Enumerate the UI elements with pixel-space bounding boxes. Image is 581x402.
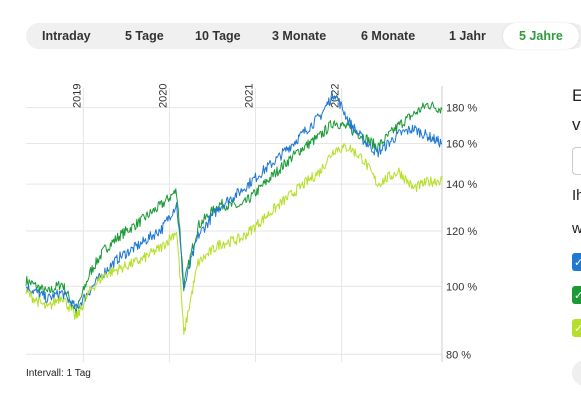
- series-line-1: [25, 91, 443, 310]
- right-panel-text-2: v: [572, 115, 581, 134]
- tab-5-tage[interactable]: 5 Tage: [125, 29, 164, 43]
- tab-intraday[interactable]: Intraday: [42, 29, 91, 43]
- y-tick-label: 140 %: [446, 179, 477, 191]
- timerange-tabs: Intraday 5 Tage 10 Tage 3 Monate 6 Monat…: [26, 23, 581, 49]
- x-tick-label: 2022: [330, 84, 342, 108]
- interval-label: Intervall: 1 Tag: [26, 368, 91, 379]
- y-tick-label: 180 %: [446, 103, 477, 115]
- series-lime-checkbox[interactable]: ✓: [572, 319, 581, 337]
- right-panel-text-3: Ih: [572, 187, 581, 204]
- tab-10-tage[interactable]: 10 Tage: [195, 29, 241, 43]
- series-blue-checkbox[interactable]: ✓: [572, 253, 581, 271]
- tab-3-monate[interactable]: 3 Monate: [272, 29, 327, 43]
- y-tick-label: 120 %: [446, 226, 477, 238]
- check-icon: ✓: [574, 290, 581, 302]
- tab-6-monate[interactable]: 6 Monate: [361, 29, 416, 43]
- y-tick-label: 80 %: [446, 349, 471, 361]
- check-icon: ✓: [574, 257, 581, 269]
- tab-5-jahre[interactable]: 5 Jahre: [503, 23, 579, 49]
- right-panel-input[interactable]: [572, 147, 581, 175]
- x-tick-label: 2019: [71, 84, 83, 108]
- series-line-2: [25, 142, 443, 335]
- right-panel-button[interactable]: [572, 360, 581, 386]
- series-green-checkbox[interactable]: ✓: [572, 286, 581, 304]
- check-icon: ✓: [574, 323, 581, 335]
- right-panel-text-1: E: [572, 86, 581, 105]
- x-tick-label: 2021: [244, 84, 256, 108]
- tab-1-jahr[interactable]: 1 Jahr: [449, 29, 486, 43]
- right-panel-text-4: w: [572, 220, 581, 237]
- y-tick-label: 160 %: [446, 138, 477, 150]
- series-line-0: [25, 101, 443, 316]
- y-tick-label: 100 %: [446, 281, 477, 293]
- x-tick-label: 2020: [157, 84, 169, 108]
